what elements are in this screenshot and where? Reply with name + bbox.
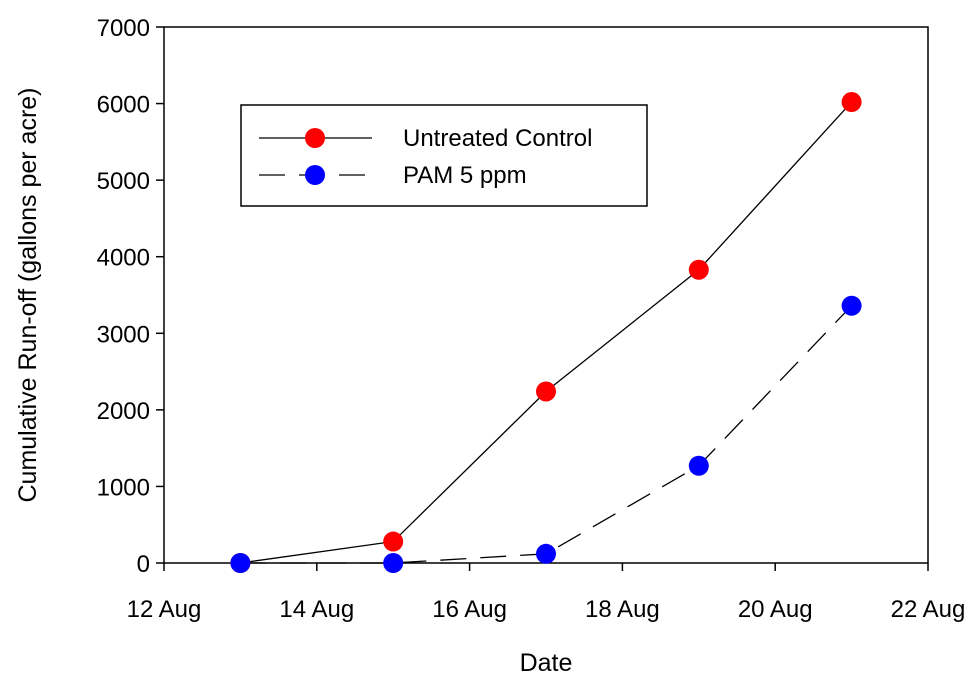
data-point-untreated-control [383, 531, 404, 552]
legend-label-untreated-control: Untreated Control [403, 125, 592, 152]
y-tick-label: 0 [137, 551, 150, 578]
data-point-pam-5-ppm [230, 553, 251, 573]
x-tick-label: 22 Aug [891, 596, 966, 623]
data-point-pam-5-ppm [383, 553, 404, 573]
x-tick-label: 12 Aug [127, 596, 202, 623]
y-tick-label: 1000 [97, 474, 150, 501]
x-tick-label: 20 Aug [738, 596, 813, 623]
series-layer [230, 92, 862, 573]
y-tick-label: 3000 [97, 321, 150, 348]
y-axis-ticks: 0 1000 2000 3000 4000 5000 6000 7000 [97, 15, 164, 578]
legend-box [240, 104, 648, 207]
legend: Untreated Control PAM 5 ppm [240, 104, 648, 207]
y-tick-label: 5000 [97, 168, 150, 195]
x-tick-label: 16 Aug [432, 596, 507, 623]
data-point-untreated-control [688, 259, 709, 280]
x-axis-ticks: 12 Aug 14 Aug 16 Aug 18 Aug 20 Aug 22 Aug [127, 563, 966, 623]
x-tick-label: 18 Aug [585, 596, 660, 623]
data-point-pam-5-ppm [536, 543, 556, 564]
y-tick-label: 2000 [97, 398, 150, 425]
x-tick-label: 14 Aug [279, 596, 354, 623]
data-point-pam-5-ppm [841, 295, 862, 316]
legend-marker-untreated-control [305, 128, 325, 148]
data-point-untreated-control [841, 92, 862, 113]
series-line-pam-5-ppm [240, 305, 853, 564]
y-tick-label: 4000 [97, 245, 150, 272]
data-point-pam-5-ppm [688, 455, 709, 476]
y-axis-title: Cumulative Run-off (gallons per acre) [14, 87, 42, 502]
data-point-untreated-control [536, 381, 556, 402]
y-tick-label: 6000 [97, 92, 150, 119]
legend-label-pam-5-ppm: PAM 5 ppm [403, 162, 527, 189]
x-axis-title: Date [520, 649, 573, 677]
y-tick-label: 7000 [97, 15, 150, 42]
legend-marker-pam-5-ppm [305, 165, 325, 185]
